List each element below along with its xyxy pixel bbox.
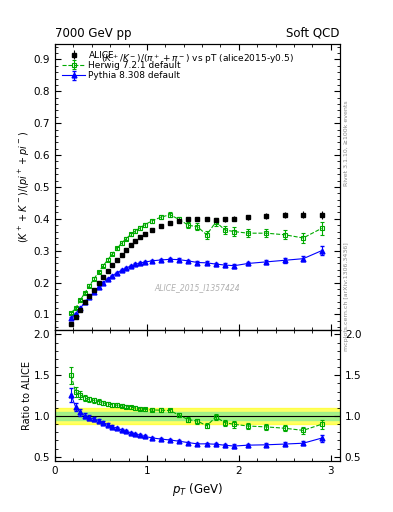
Text: ALICE_2015_I1357424: ALICE_2015_I1357424 (155, 283, 240, 292)
Bar (55, 412, 340, 420)
Y-axis label: $(K^+ + K^-)/(pi^+ + pi^-)$: $(K^+ + K^-)/(pi^+ + pi^-)$ (17, 131, 32, 243)
Legend: ALICE, Herwig 7.2.1 default, Pythia 8.308 default: ALICE, Herwig 7.2.1 default, Pythia 8.30… (59, 48, 184, 83)
Text: Soft QCD: Soft QCD (286, 27, 340, 40)
X-axis label: $p_T$ (GeV): $p_T$ (GeV) (172, 481, 223, 498)
Text: Rivet 3.1.10, ≥100k events: Rivet 3.1.10, ≥100k events (344, 100, 349, 186)
Bar (55, 408, 340, 424)
Y-axis label: Ratio to ALICE: Ratio to ALICE (22, 361, 32, 430)
Text: mcplots.cern.ch [arXiv:1306.3436]: mcplots.cern.ch [arXiv:1306.3436] (344, 243, 349, 351)
Text: 7000 GeV pp: 7000 GeV pp (55, 27, 132, 40)
Text: $(K^+/K^-)/(\pi^++\pi^-)$ vs pT (alice2015-y0.5): $(K^+/K^-)/(\pi^++\pi^-)$ vs pT (alice20… (101, 52, 294, 66)
